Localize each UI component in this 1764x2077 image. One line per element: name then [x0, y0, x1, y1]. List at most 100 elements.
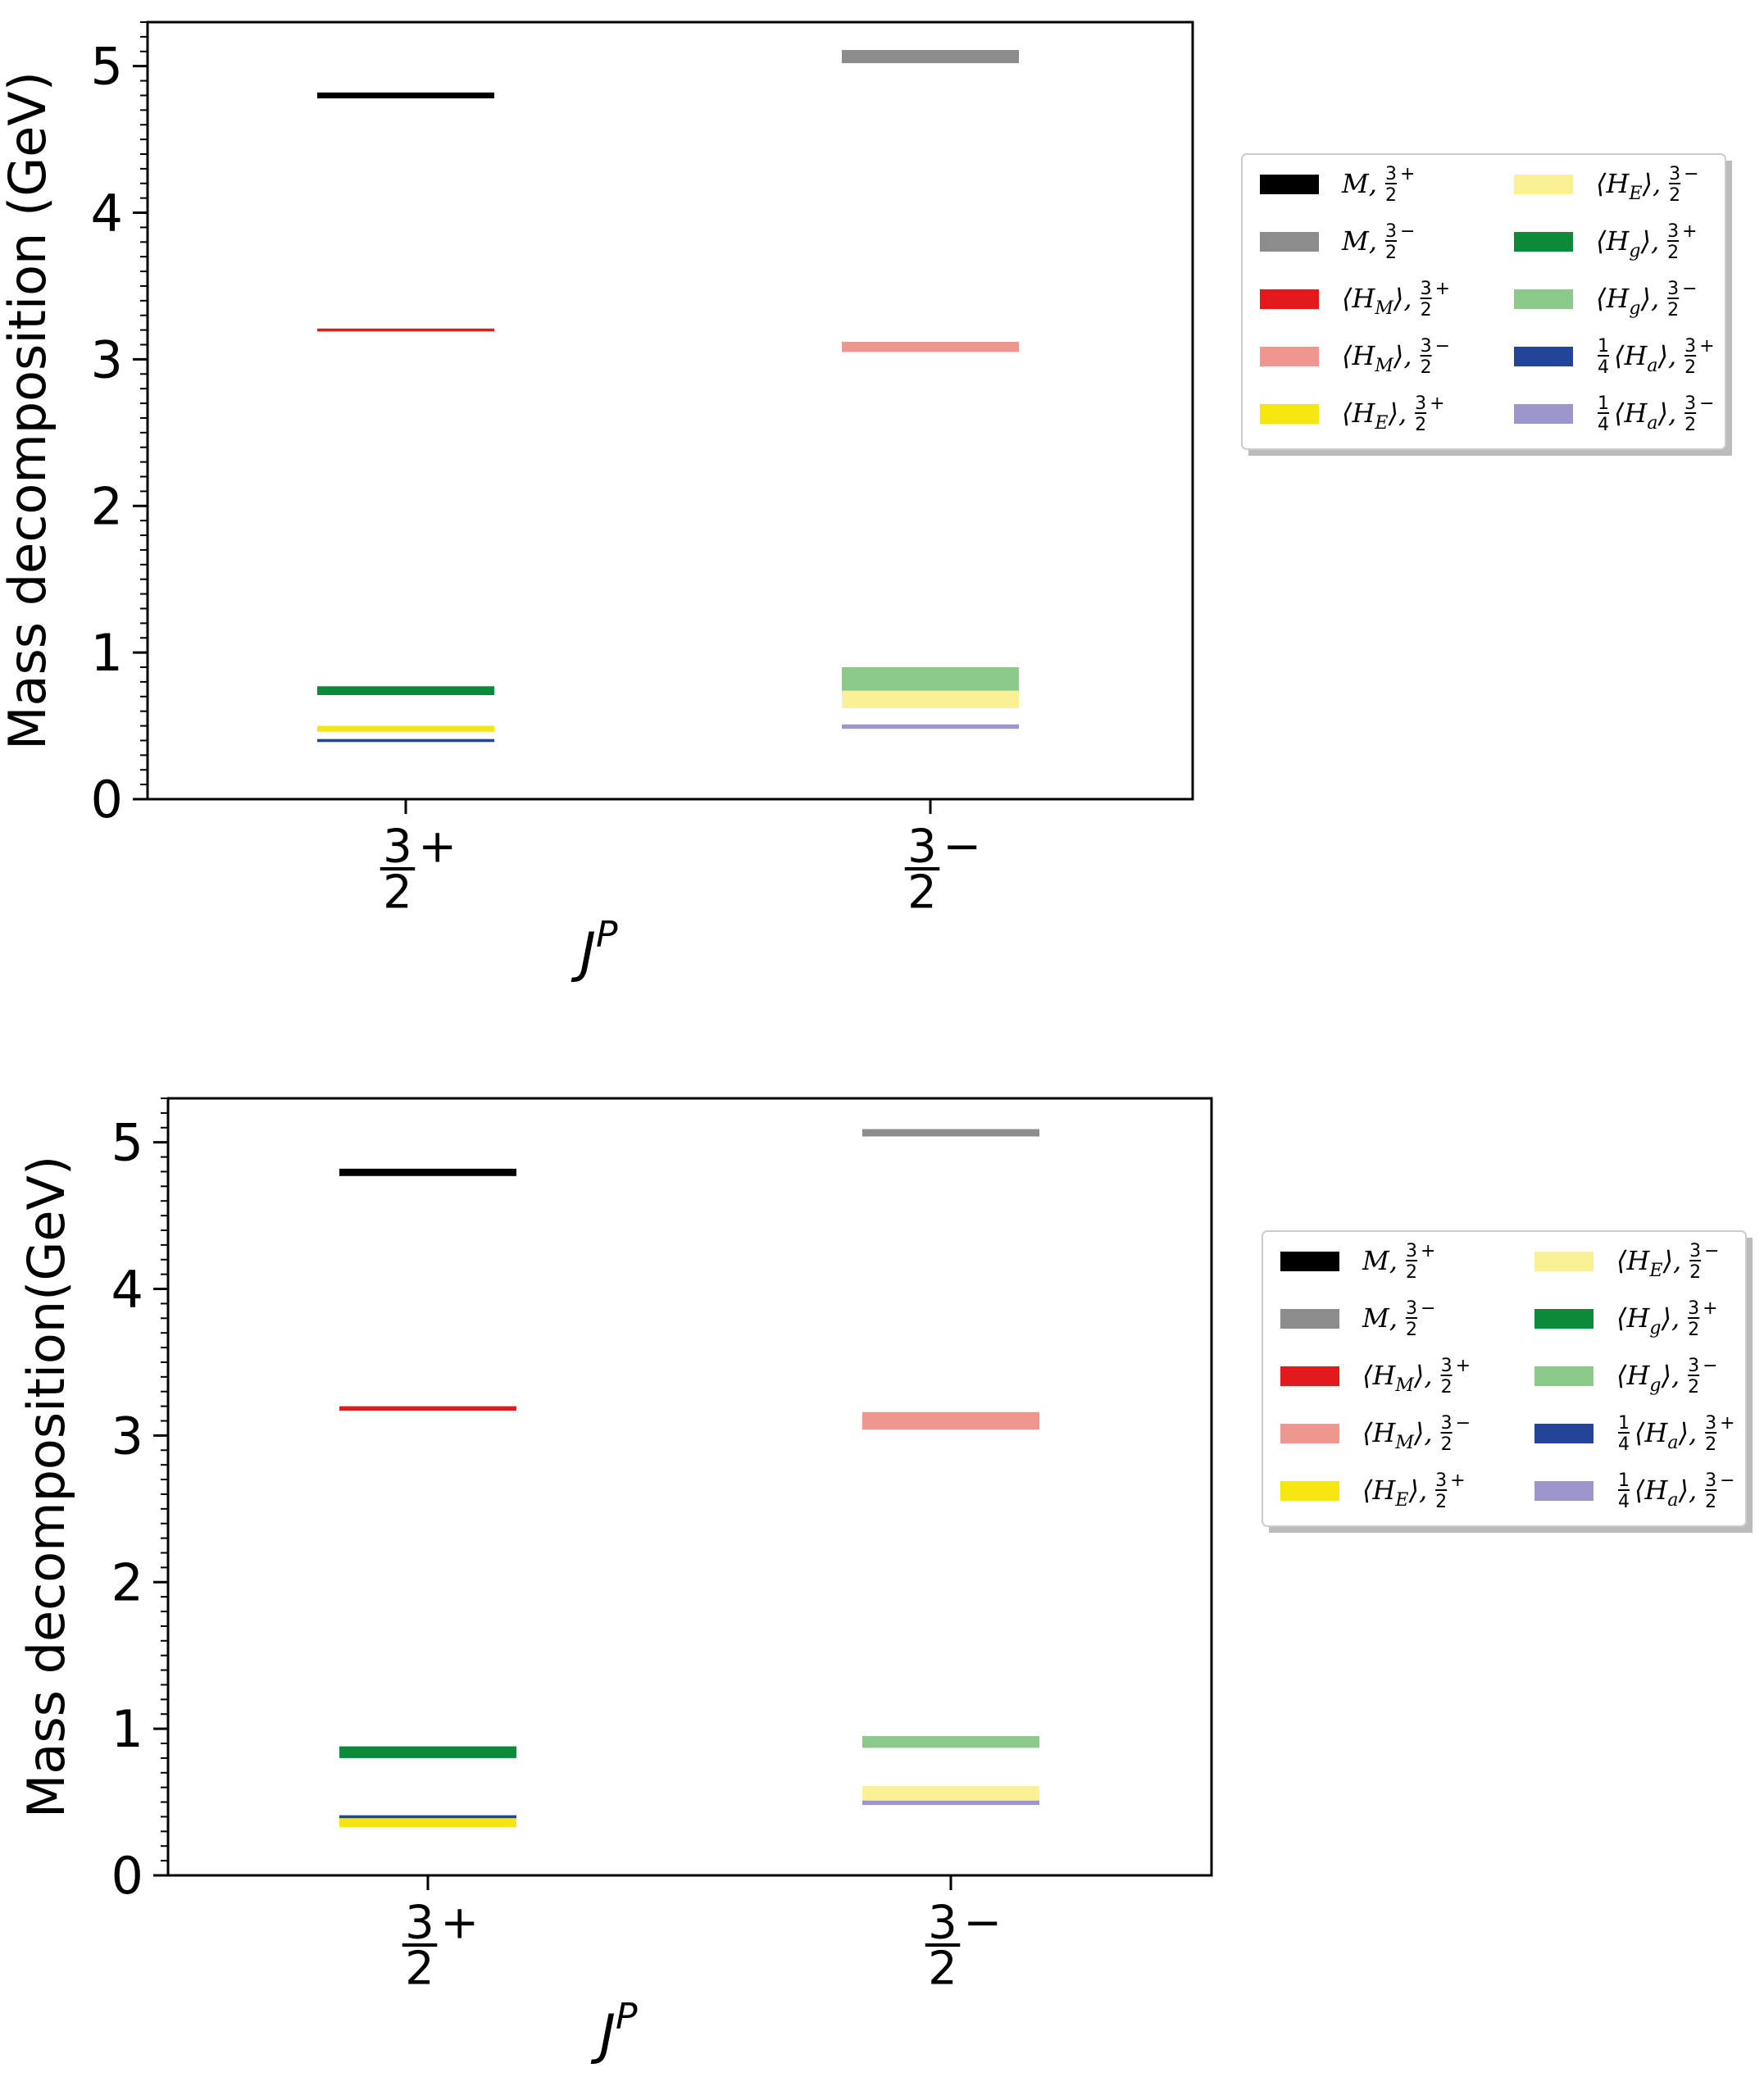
legend-swatch	[1534, 1309, 1594, 1329]
legend-swatch	[1260, 404, 1319, 424]
svg-text:2: 2	[1406, 1320, 1417, 1340]
y-tick-label: 5	[111, 1113, 143, 1173]
legend-label: ⟨HE⟩, 32−	[1596, 164, 1699, 206]
level-bar	[862, 1736, 1039, 1748]
svg-text:3: 3	[1705, 1470, 1716, 1491]
level-bar	[339, 1746, 516, 1758]
legend-swatch	[1280, 1252, 1339, 1271]
x-tick-label: 32−	[904, 820, 981, 920]
svg-text:2: 2	[928, 1943, 957, 1996]
legend-label: ⟨Hg⟩, 32+	[1596, 221, 1698, 263]
legend-label: 14 ⟨Ha⟩, 32−	[1618, 1470, 1735, 1512]
y-tick-label: 0	[91, 770, 123, 829]
svg-text:3: 3	[1669, 164, 1680, 184]
level-bar	[862, 1129, 1039, 1137]
svg-text:2: 2	[1688, 1320, 1699, 1340]
svg-text:2: 2	[1435, 1492, 1447, 1512]
svg-text:2: 2	[1684, 415, 1696, 435]
legend-label: ⟨HM⟩, 32−	[1342, 336, 1450, 378]
plot-frame	[166, 1097, 1213, 1877]
legend-swatch	[1280, 1481, 1339, 1501]
y-tick-label: 1	[111, 1699, 143, 1759]
svg-text:+: +	[1450, 1470, 1465, 1491]
svg-text:⟨Ha⟩,: ⟨Ha⟩,	[1634, 1417, 1697, 1453]
legend-label: M, 32+	[1362, 1241, 1435, 1283]
svg-text:2: 2	[1688, 1377, 1699, 1398]
svg-text:⟨HM⟩,: ⟨HM⟩,	[1342, 340, 1412, 376]
svg-text:−: −	[1684, 164, 1698, 184]
legend-swatch	[1534, 1481, 1594, 1501]
svg-text:4: 4	[1598, 415, 1609, 435]
level-bar	[317, 725, 494, 732]
svg-text:+: +	[1430, 393, 1444, 414]
svg-text:M,: M,	[1362, 1245, 1398, 1276]
level-bar	[842, 667, 1019, 693]
svg-text:2: 2	[1684, 357, 1696, 378]
level-bar	[842, 724, 1019, 729]
svg-text:2: 2	[383, 866, 412, 920]
legend-swatch	[1260, 347, 1319, 366]
svg-text:+: +	[1703, 1298, 1717, 1319]
svg-text:⟨HM⟩,: ⟨HM⟩,	[1362, 1360, 1433, 1396]
legend-label: ⟨Hg⟩, 32+	[1616, 1298, 1718, 1340]
svg-text:+: +	[440, 1897, 479, 1950]
svg-text:2: 2	[1406, 1262, 1417, 1283]
legend-swatch	[1514, 289, 1573, 309]
svg-text:3: 3	[928, 1897, 957, 1950]
x-tick-label: 32+	[402, 1897, 479, 1996]
svg-text:3: 3	[1415, 393, 1426, 414]
svg-text:−: −	[1435, 336, 1450, 357]
level-bar	[317, 686, 494, 696]
x-tick-label: 32−	[925, 1897, 1002, 1996]
svg-text:2: 2	[1385, 185, 1397, 206]
svg-text:1: 1	[1618, 1413, 1630, 1434]
svg-text:2: 2	[1441, 1377, 1453, 1398]
y-tick-label: 4	[111, 1260, 143, 1320]
svg-text:3: 3	[1385, 164, 1397, 184]
legend-swatch	[1514, 404, 1573, 424]
svg-text:3: 3	[1705, 1413, 1716, 1434]
svg-text:−: −	[1456, 1413, 1471, 1434]
legend-swatch	[1534, 1366, 1594, 1386]
x-axis-title: JP	[571, 914, 618, 984]
svg-text:2: 2	[1669, 185, 1680, 206]
svg-text:⟨Ha⟩,: ⟨Ha⟩,	[1614, 340, 1676, 376]
y-tick-label: 1	[91, 623, 123, 683]
y-tick-label: 2	[111, 1552, 143, 1612]
level-bar	[842, 690, 1019, 709]
svg-text:3: 3	[1667, 279, 1679, 299]
legend: M, 32+M, 32−⟨HM⟩, 32+⟨HM⟩, 32−⟨HE⟩, 32+⟨HE⟩, 3…	[1262, 1230, 1753, 1533]
legend-label: 14 ⟨Ha⟩, 32−	[1598, 393, 1715, 435]
legend-label: ⟨HM⟩, 32+	[1362, 1356, 1471, 1398]
legend-label: ⟨HE⟩, 32+	[1342, 393, 1445, 435]
svg-text:3: 3	[1689, 1241, 1701, 1261]
level-bar	[317, 328, 494, 332]
svg-text:3: 3	[1421, 279, 1432, 299]
svg-text:⟨Hg⟩,: ⟨Hg⟩,	[1596, 283, 1659, 319]
svg-text:2: 2	[1667, 243, 1679, 263]
svg-text:4: 4	[1618, 1492, 1630, 1512]
svg-text:3: 3	[383, 820, 412, 874]
svg-text:+: +	[1456, 1356, 1471, 1376]
svg-text:−: −	[963, 1897, 1002, 1950]
legend-box	[1262, 1230, 1747, 1527]
svg-text:2: 2	[1421, 357, 1432, 378]
level-bar	[339, 1406, 516, 1411]
svg-text:3: 3	[1684, 336, 1696, 357]
level-bar	[317, 739, 494, 743]
level-bar	[862, 1800, 1039, 1806]
legend-swatch	[1260, 289, 1319, 309]
svg-text:−: −	[1682, 279, 1697, 299]
svg-text:2: 2	[1441, 1434, 1453, 1455]
svg-text:M,: M,	[1362, 1302, 1398, 1334]
y-tick-label: 0	[111, 1846, 143, 1906]
y-tick-label: 3	[91, 330, 123, 389]
level-bar	[842, 341, 1019, 352]
svg-text:2: 2	[1705, 1492, 1716, 1512]
svg-text:3: 3	[1421, 336, 1432, 357]
svg-text:3: 3	[405, 1897, 434, 1950]
svg-text:+: +	[1682, 221, 1697, 242]
svg-text:+: +	[1435, 279, 1450, 299]
legend-label: ⟨HM⟩, 32−	[1362, 1413, 1471, 1455]
